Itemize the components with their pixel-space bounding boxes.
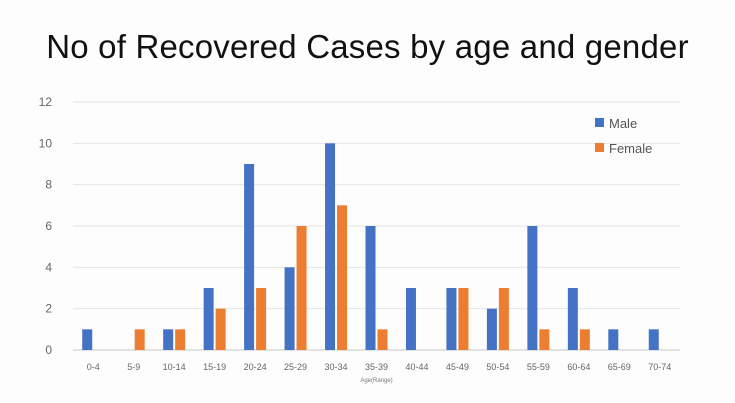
- x-tick-label: 0-4: [87, 362, 100, 372]
- bar-male-20-24: [244, 164, 255, 350]
- bar-female-10-14: [175, 329, 186, 350]
- legend-label-male: Male: [609, 116, 637, 131]
- bar-male-65-69: [608, 329, 619, 350]
- legend-swatch-male: [595, 118, 604, 127]
- y-tick-label: 0: [45, 343, 52, 357]
- x-tick-label: 5-9: [127, 362, 140, 372]
- legend-swatch-female: [595, 143, 604, 152]
- x-tick-label: 30-34: [325, 362, 348, 372]
- legend-label-female: Female: [609, 141, 652, 156]
- bar-female-30-34: [337, 205, 348, 350]
- bar-male-15-19: [203, 288, 214, 350]
- x-tick-label: 60-64: [567, 362, 590, 372]
- bar-female-5-9: [134, 329, 145, 350]
- x-tick-label: 50-54: [486, 362, 509, 372]
- y-tick-label: 4: [45, 260, 52, 274]
- x-tick-label: 65-69: [608, 362, 631, 372]
- bar-male-55-59: [527, 226, 538, 350]
- x-tick-label: 55-59: [527, 362, 550, 372]
- bar-female-35-39: [377, 329, 388, 350]
- bar-female-60-64: [579, 329, 590, 350]
- x-tick-label: 70-74: [648, 362, 671, 372]
- bar-female-45-49: [458, 288, 469, 350]
- bar-male-25-29: [284, 267, 295, 350]
- x-tick-label: 45-49: [446, 362, 469, 372]
- x-axis-label: Age(Range): [360, 378, 392, 384]
- bar-female-25-29: [296, 226, 307, 350]
- bar-male-50-54: [486, 308, 497, 350]
- x-tick-label: 15-19: [203, 362, 226, 372]
- bar-male-10-14: [163, 329, 174, 350]
- x-tick-label: 35-39: [365, 362, 388, 372]
- chart-title: No of Recovered Cases by age and gender: [46, 28, 689, 65]
- bar-male-60-64: [567, 288, 578, 350]
- bar-male-40-44: [405, 288, 416, 350]
- y-tick-label: 12: [39, 95, 53, 109]
- bar-male-30-34: [325, 143, 336, 350]
- bar-female-20-24: [256, 288, 267, 350]
- y-tick-label: 6: [45, 219, 52, 233]
- x-tick-label: 10-14: [163, 362, 186, 372]
- x-tick-label: 25-29: [284, 362, 307, 372]
- y-tick-label: 10: [39, 136, 53, 150]
- x-tick-label: 20-24: [244, 362, 267, 372]
- x-tick-label: 40-44: [405, 362, 428, 372]
- bar-male-45-49: [446, 288, 457, 350]
- y-tick-label: 2: [45, 302, 52, 316]
- bar-male-0-4: [82, 329, 93, 350]
- y-tick-label: 8: [45, 178, 52, 192]
- bar-female-50-54: [498, 288, 509, 350]
- bar-female-55-59: [539, 329, 550, 350]
- bar-female-15-19: [215, 308, 226, 350]
- bar-male-70-74: [648, 329, 659, 350]
- bar-male-35-39: [365, 226, 376, 350]
